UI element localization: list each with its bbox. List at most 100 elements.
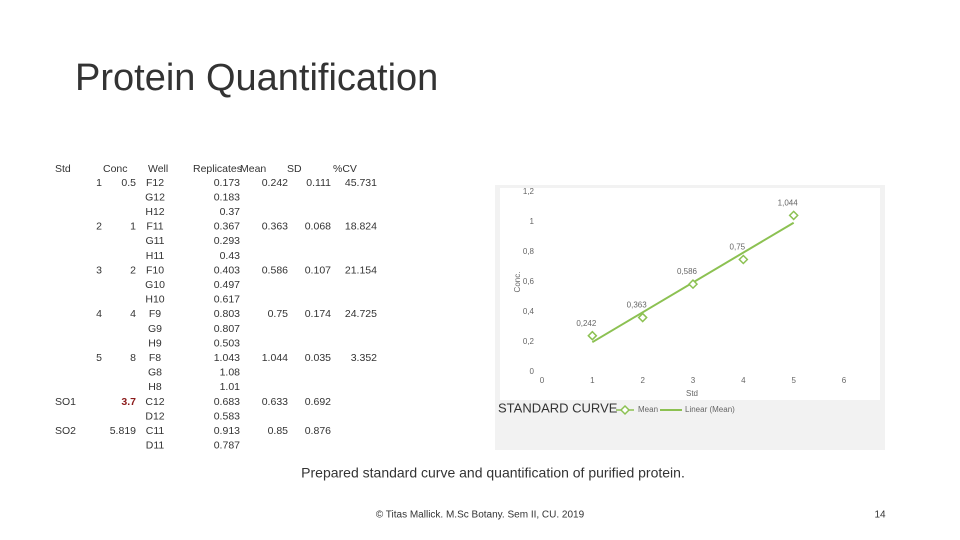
y-tick-label: 0,6: [523, 277, 535, 286]
table-cell: D11: [146, 440, 165, 452]
table-cell: 0.242: [262, 177, 288, 189]
table-cell: 0.503: [214, 337, 240, 349]
table-cell: 21.154: [345, 264, 377, 276]
legend-label: Mean: [638, 405, 658, 414]
table-cell: 1.08: [220, 367, 241, 379]
data-point: [788, 210, 799, 221]
table-cell: 1: [130, 221, 136, 233]
y-tick-label: 0: [530, 367, 535, 376]
table-cell: F8: [149, 352, 161, 364]
table-cell: 2: [130, 264, 136, 276]
table-header: Mean: [240, 163, 266, 175]
table-cell: G12: [145, 191, 165, 203]
table-cell: 0.583: [214, 410, 240, 422]
table-cell: 1: [96, 177, 102, 189]
table-cell: H9: [148, 337, 162, 349]
table-cell: 0.367: [214, 221, 240, 233]
table-cell: 45.731: [345, 177, 377, 189]
table-cell: G11: [145, 235, 164, 247]
table-cell: 4: [130, 308, 136, 320]
y-tick-label: 0,2: [523, 337, 535, 346]
table-cell: C11: [146, 425, 165, 437]
table-cell: 4: [96, 308, 102, 320]
table-cell: H8: [148, 381, 162, 393]
table-cell: 2: [96, 221, 102, 233]
y-tick-label: 1: [530, 217, 535, 226]
data-point: [587, 330, 598, 341]
table-cell: 5.819: [110, 425, 136, 437]
table-cell: 0.43: [220, 250, 241, 262]
table-cell: 18.824: [345, 221, 377, 233]
table-cell: 8: [130, 352, 136, 364]
table-header: Conc: [103, 163, 128, 175]
table-cell: 0.85: [268, 425, 289, 437]
table-cell: G10: [145, 279, 165, 291]
table-cell: 0.876: [305, 425, 331, 437]
table-header: Replicates: [193, 163, 242, 175]
table-cell: G8: [148, 367, 162, 379]
x-tick-label: 3: [691, 376, 696, 385]
table-cell: 1.01: [220, 381, 241, 393]
table-cell: 0.293: [214, 235, 240, 247]
chart-title: STANDARD CURVE: [498, 400, 618, 415]
table-cell: 5: [96, 352, 102, 364]
x-tick-label: 6: [842, 376, 847, 385]
table-cell: 1.044: [262, 352, 288, 364]
table-cell: SO2: [55, 425, 76, 437]
table-header: Well: [148, 163, 168, 175]
table-cell: 0.692: [305, 396, 331, 408]
table-cell: F9: [149, 308, 161, 320]
table-cell: C12: [145, 396, 164, 408]
page-number: 14: [874, 510, 886, 521]
x-tick-label: 1: [590, 376, 595, 385]
x-axis-label: Std: [686, 389, 698, 398]
data-label: 1,044: [778, 199, 799, 208]
table-cell: 3: [96, 264, 102, 276]
x-tick-label: 0: [540, 376, 545, 385]
table-header: SD: [287, 163, 302, 175]
table-cell: 0.633: [262, 396, 288, 408]
table-cell: 0.683: [214, 396, 240, 408]
table-cell: 0.497: [214, 279, 240, 291]
y-tick-label: 1,2: [523, 187, 535, 196]
table-cell: 0.035: [305, 352, 331, 364]
data-point: [637, 312, 648, 323]
table-cell: D12: [145, 410, 164, 422]
table-cell: 0.183: [214, 191, 240, 203]
table-cell: F12: [146, 177, 164, 189]
table-cell: 0.174: [305, 308, 331, 320]
table-cell: 0.363: [262, 221, 288, 233]
data-point: [687, 279, 699, 290]
y-tick-label: 0,4: [523, 307, 535, 316]
table-cell: H11: [146, 250, 165, 262]
data-label: 0,242: [576, 319, 597, 328]
table-cell: 0.617: [214, 294, 240, 306]
data-point: [738, 254, 749, 265]
table-header: %CV: [333, 163, 357, 175]
data-label: 0,363: [627, 301, 648, 310]
table-cell: 24.725: [345, 308, 377, 320]
table-cell: 0.173: [214, 177, 240, 189]
chart-area: [500, 188, 880, 400]
table-cell: G9: [148, 323, 162, 335]
legend-label: Linear (Mean): [685, 405, 735, 414]
table-cell: H10: [145, 294, 164, 306]
table-cell: 0.107: [305, 264, 331, 276]
table-cell: 0.75: [268, 308, 289, 320]
table-cell: 0.913: [214, 425, 240, 437]
table-cell: 0.37: [220, 206, 241, 218]
table-cell: 1.043: [214, 352, 240, 364]
y-axis-label: Conc.: [513, 272, 522, 293]
caption: Prepared standard curve and quantificati…: [301, 465, 685, 481]
table-cell: F10: [146, 264, 164, 276]
table-cell: H12: [145, 206, 164, 218]
data-label: 0,75: [730, 243, 746, 252]
table-cell: 0.068: [305, 221, 331, 233]
table-cell: 0.403: [214, 264, 240, 276]
table-cell: 0.111: [306, 177, 331, 189]
table-cell: F11: [146, 221, 163, 233]
x-tick-label: 4: [741, 376, 746, 385]
legend-marker: [619, 404, 631, 416]
y-tick-label: 0,8: [523, 247, 535, 256]
